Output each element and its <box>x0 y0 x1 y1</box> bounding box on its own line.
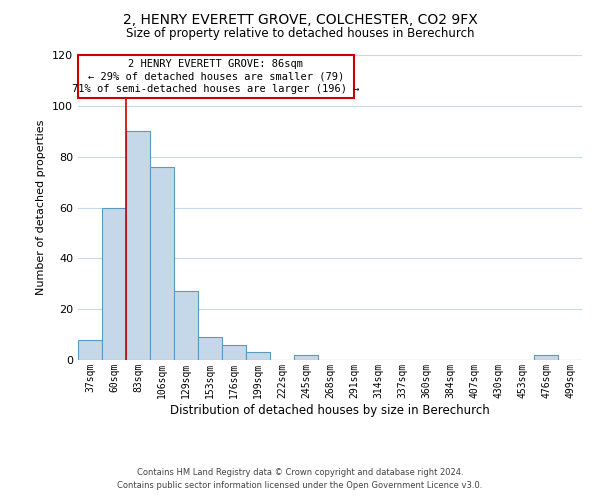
Bar <box>150 167 174 360</box>
Bar <box>78 340 102 360</box>
Text: 2 HENRY EVERETT GROVE: 86sqm: 2 HENRY EVERETT GROVE: 86sqm <box>128 59 304 69</box>
Bar <box>534 355 558 360</box>
Text: ← 29% of detached houses are smaller (79): ← 29% of detached houses are smaller (79… <box>88 72 344 82</box>
Bar <box>246 352 270 360</box>
Bar <box>294 355 318 360</box>
Bar <box>174 292 198 360</box>
Text: Contains HM Land Registry data © Crown copyright and database right 2024.
Contai: Contains HM Land Registry data © Crown c… <box>118 468 482 490</box>
Y-axis label: Number of detached properties: Number of detached properties <box>37 120 46 295</box>
Bar <box>222 345 246 360</box>
Text: 71% of semi-detached houses are larger (196) →: 71% of semi-detached houses are larger (… <box>72 84 360 94</box>
X-axis label: Distribution of detached houses by size in Berechurch: Distribution of detached houses by size … <box>170 404 490 416</box>
Text: Size of property relative to detached houses in Berechurch: Size of property relative to detached ho… <box>126 28 474 40</box>
Bar <box>102 208 126 360</box>
Bar <box>78 55 354 98</box>
Text: 2, HENRY EVERETT GROVE, COLCHESTER, CO2 9FX: 2, HENRY EVERETT GROVE, COLCHESTER, CO2 … <box>122 12 478 26</box>
Bar <box>198 337 222 360</box>
Bar <box>126 131 150 360</box>
